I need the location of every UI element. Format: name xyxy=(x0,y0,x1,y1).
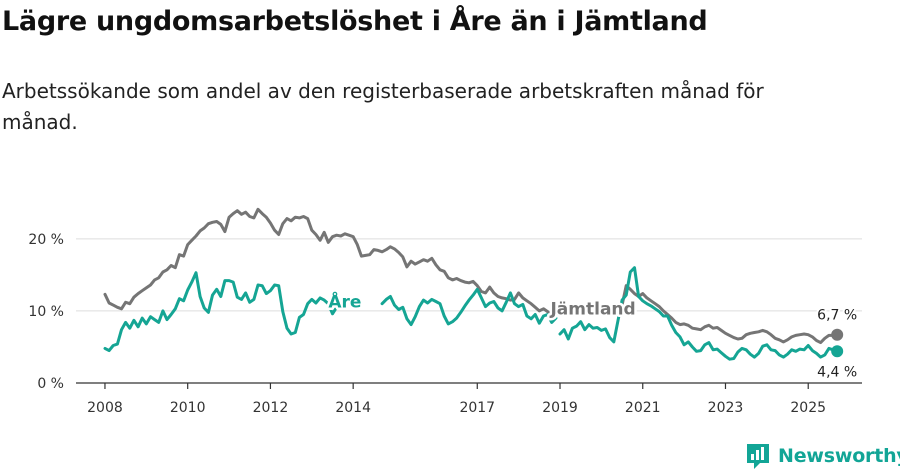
x-tick-label: 2012 xyxy=(253,400,289,416)
series-line-jamtland xyxy=(103,207,839,345)
y-tick-label: 0 % xyxy=(37,376,64,392)
y-tick-label: 20 % xyxy=(28,232,64,248)
x-tick-label: 2014 xyxy=(335,400,371,416)
series-label-are: Åre xyxy=(328,289,361,312)
x-tick-label: 2017 xyxy=(459,400,495,416)
label-layer: Jämtland Åre 6,7 % 4,4 % xyxy=(326,287,859,382)
x-tick-label: 2019 xyxy=(542,400,578,416)
brand-logo: Newsworthy xyxy=(745,440,900,472)
x-tick-label: 2021 xyxy=(625,400,661,416)
end-value-label-jamtland: 6,7 % xyxy=(817,308,857,324)
x-tick-label: 2023 xyxy=(708,400,744,416)
brand-name: Newsworthy xyxy=(778,445,900,467)
series-line-are xyxy=(103,266,839,361)
chart-subtitle: Arbetssökande som andel av den registerb… xyxy=(2,79,764,134)
end-value-label-are: 4,4 % xyxy=(817,364,857,380)
x-tick-label: 2010 xyxy=(170,400,206,416)
y-tick-label: 10 % xyxy=(28,304,64,320)
newsworthy-logo-icon xyxy=(747,444,769,469)
chart-title: Lägre ungdomsarbetslöshet i Åre än i Jäm… xyxy=(2,6,708,37)
x-tick-label: 2025 xyxy=(790,400,826,416)
series-layer xyxy=(103,207,844,361)
series-end-dot-jamtland xyxy=(831,328,844,341)
x-tick-label: 2008 xyxy=(87,400,123,416)
series-end-dot-are xyxy=(831,345,844,358)
series-label-jamtland: Jämtland xyxy=(549,300,635,320)
axis-layer: 0 % 10 % 20 % 2008 2010 2012 2014 2017 2019 2021 2… xyxy=(28,232,862,416)
